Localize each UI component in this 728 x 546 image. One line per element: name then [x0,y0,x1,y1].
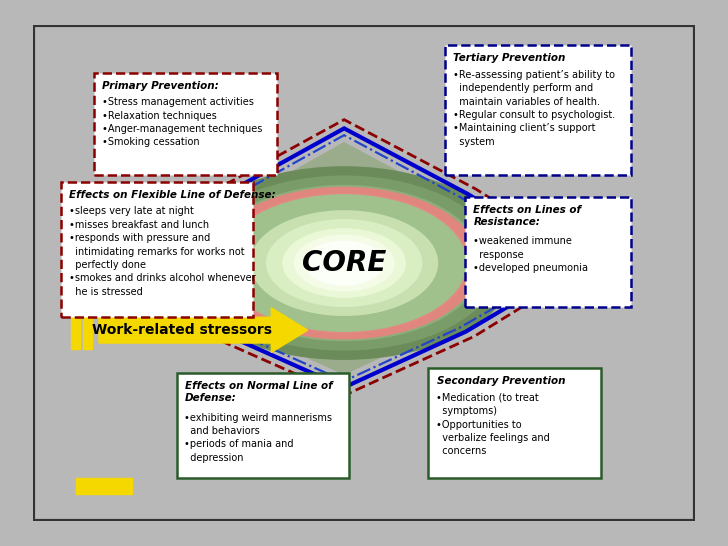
Text: response: response [472,250,523,260]
Ellipse shape [205,185,483,341]
Bar [83,311,92,349]
Bar [71,311,80,349]
Ellipse shape [220,193,469,333]
Text: •periods of mania and: •periods of mania and [184,440,294,449]
Text: system: system [453,137,494,147]
Bar [76,478,132,494]
FancyBboxPatch shape [464,197,631,307]
Text: Effects on Normal Line of
Defense:: Effects on Normal Line of Defense: [185,381,333,403]
Ellipse shape [250,210,438,316]
Text: intimidating remarks for works not: intimidating remarks for works not [68,247,244,257]
Polygon shape [135,142,563,375]
Text: Effects on Flexible Line of Defense:: Effects on Flexible Line of Defense: [69,190,276,200]
Ellipse shape [304,241,384,286]
Ellipse shape [266,219,422,307]
Ellipse shape [172,166,516,360]
Text: perfectly done: perfectly done [68,260,146,270]
Text: •Maintaining client’s support: •Maintaining client’s support [453,123,596,133]
Text: •Anger-management techniques: •Anger-management techniques [102,124,262,134]
Ellipse shape [301,239,387,287]
Text: depression: depression [184,453,244,463]
Text: he is stressed: he is stressed [68,287,142,297]
Text: •Smoking cessation: •Smoking cessation [102,138,199,147]
Text: Tertiary Prevention: Tertiary Prevention [454,54,566,63]
Ellipse shape [301,239,387,287]
Text: CORE: CORE [302,249,387,277]
Text: Secondary Prevention: Secondary Prevention [437,376,566,387]
Text: •weakened immune: •weakened immune [472,236,571,246]
Text: concerns: concerns [436,447,486,456]
Text: and behaviors: and behaviors [184,426,260,436]
Text: •Stress management activities: •Stress management activities [102,97,253,107]
Text: Primary Prevention:: Primary Prevention: [103,81,219,91]
Text: symptoms): symptoms) [436,406,497,416]
Text: •developed pneumonia: •developed pneumonia [472,263,587,273]
Ellipse shape [235,201,454,324]
Text: verbalize feelings and: verbalize feelings and [436,433,550,443]
Ellipse shape [189,175,500,351]
Text: •misses breakfast and lunch: •misses breakfast and lunch [68,220,209,230]
Text: maintain variables of health.: maintain variables of health. [453,97,600,106]
FancyBboxPatch shape [60,182,253,317]
Ellipse shape [208,187,480,340]
FancyBboxPatch shape [94,73,277,175]
Ellipse shape [282,228,405,298]
FancyBboxPatch shape [445,45,631,175]
Text: •Re-assessing patient’s ability to: •Re-assessing patient’s ability to [453,70,614,80]
Text: •responds with pressure and: •responds with pressure and [68,233,210,244]
Text: •Regular consult to psychologist.: •Regular consult to psychologist. [453,110,615,120]
Ellipse shape [282,228,405,298]
Ellipse shape [282,228,405,298]
Ellipse shape [250,210,438,316]
Text: •Opportunities to: •Opportunities to [436,419,522,430]
FancyBboxPatch shape [428,369,601,478]
Ellipse shape [293,235,395,292]
Ellipse shape [266,219,422,307]
Text: •exhibiting weird mannerisms: •exhibiting weird mannerisms [184,413,333,423]
Text: •sleeps very late at night: •sleeps very late at night [68,206,194,216]
Ellipse shape [221,194,467,332]
Text: independently perform and: independently perform and [453,83,593,93]
Text: •smokes and drinks alcohol whenever: •smokes and drinks alcohol whenever [68,274,255,283]
FancyArrow shape [99,308,308,353]
Text: •Relaxation techniques: •Relaxation techniques [102,110,216,121]
FancyBboxPatch shape [176,373,349,478]
Text: Work-related stressors: Work-related stressors [92,323,272,337]
Text: Effects on Lines of
Resistance:: Effects on Lines of Resistance: [473,205,582,227]
Text: •Medication (to treat: •Medication (to treat [436,393,539,403]
